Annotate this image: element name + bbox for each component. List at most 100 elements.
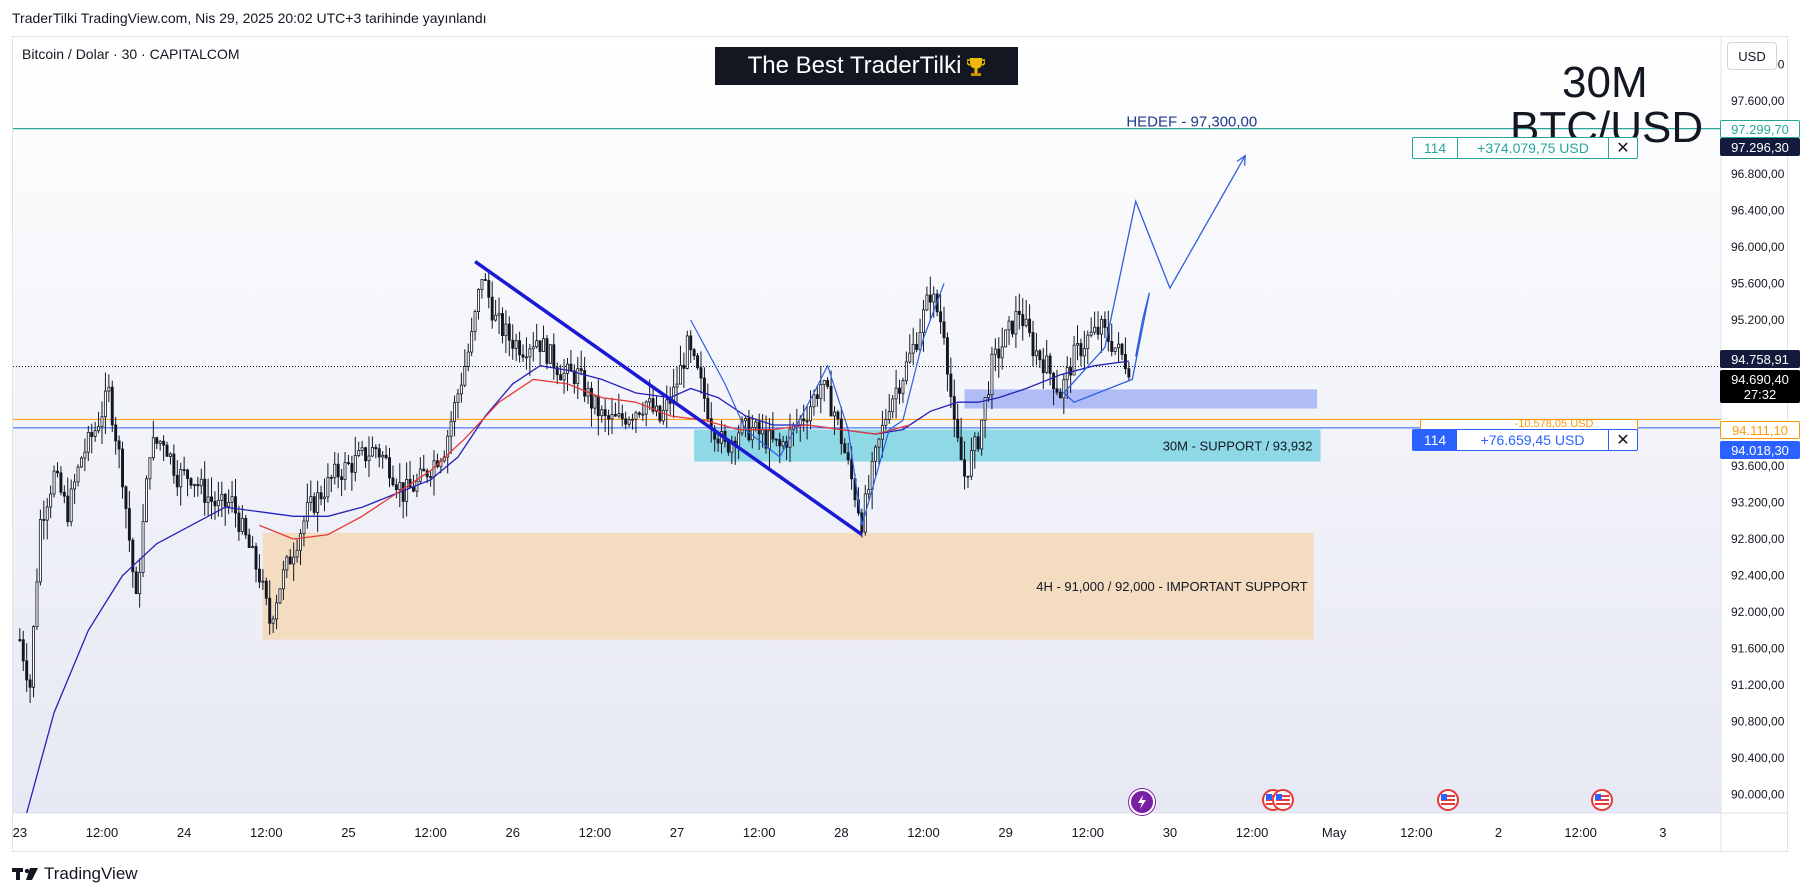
candle-down [189, 478, 193, 486]
candle-down [826, 380, 830, 387]
y-tick-label: 92.000,00 [1731, 605, 1785, 619]
ma-blue-line [26, 360, 1129, 814]
candle-down [839, 418, 843, 445]
symbol-legend[interactable]: Bitcoin / Dolar · 30 · CAPITALCOM [22, 46, 240, 62]
candle-up [323, 496, 326, 500]
candle-down [412, 486, 415, 492]
candle-up [168, 453, 172, 457]
candle-up [316, 492, 320, 513]
close-icon[interactable]: ✕ [1608, 138, 1637, 158]
candle-up [73, 481, 77, 490]
candle-down [165, 444, 169, 457]
candle-down [829, 385, 833, 417]
candle-up [271, 618, 275, 624]
candle-up [891, 398, 895, 413]
price-tag-high: 94.758,91 [1720, 350, 1800, 368]
candle-down [247, 534, 251, 548]
position-target[interactable]: 114 +374.079,75 USD ✕ [1412, 137, 1638, 159]
x-tick-label: 12:00 [579, 825, 612, 840]
target-label: HEDEF - 97,300,00 [1126, 114, 1257, 131]
tradingview-footer[interactable]: TradingView [12, 864, 138, 884]
candle-down [538, 340, 542, 352]
candle-down [1103, 319, 1107, 328]
currency-button[interactable]: USD [1727, 42, 1777, 70]
candle-down [966, 475, 970, 478]
timeframe-watermark: 30M [1562, 58, 1648, 107]
candle-up [100, 416, 104, 428]
candle-down [696, 355, 700, 369]
candle-up [285, 556, 289, 571]
candle-up [1004, 329, 1008, 348]
x-tick-label: 30 [1163, 825, 1177, 840]
candle-down [90, 432, 94, 437]
x-tick-label: 23 [13, 825, 27, 840]
y-tick-label: 97.600,00 [1731, 94, 1785, 108]
candle-down [637, 412, 641, 415]
candle-down [155, 437, 159, 444]
important-support-label: 4H - 91,000 / 92,000 - IMPORTANT SUPPORT [1036, 579, 1307, 594]
candle-down [28, 679, 32, 688]
candle-down [131, 539, 135, 573]
candle-up [261, 580, 265, 583]
candle-up [901, 380, 905, 394]
projection-path [1062, 155, 1246, 403]
position-pnl: +76.659,45 USD [1480, 432, 1585, 448]
candle-down [805, 420, 809, 423]
candle-up [781, 441, 785, 447]
candle-down [692, 349, 696, 357]
candle-down [237, 512, 241, 532]
candle-up [990, 353, 994, 396]
candle-up [38, 519, 42, 583]
candle-down [952, 396, 956, 420]
x-tick-label: 24 [177, 825, 191, 840]
us-flag-event-icon[interactable] [1272, 789, 1294, 811]
candle-down [172, 453, 176, 476]
candle-down [997, 348, 1001, 359]
candle-down [62, 491, 66, 497]
candle-up [370, 446, 374, 457]
candle-up [453, 402, 457, 422]
candle-up [305, 502, 309, 522]
candle-up [648, 398, 652, 403]
candle-down [603, 409, 607, 416]
candle-up [980, 419, 984, 450]
us-flag-event-icon[interactable] [1437, 789, 1459, 811]
candle-up [644, 401, 648, 415]
candle-up [69, 488, 73, 523]
candle-down [1021, 314, 1025, 327]
us-flag-event-icon[interactable] [1591, 789, 1613, 811]
candle-up [367, 455, 371, 462]
candle-down [552, 344, 556, 368]
position-qty: 114 [1413, 138, 1458, 158]
y-tick-label: 90.000,00 [1731, 788, 1785, 802]
candle-up [761, 429, 765, 435]
candle-down [391, 477, 395, 486]
position-blue[interactable]: 114 +76.659,45 USD ✕ [1412, 429, 1638, 451]
candle-down [1096, 326, 1100, 335]
candle-up [1034, 350, 1038, 357]
candle-down [350, 463, 354, 473]
important-support-zone [262, 532, 1314, 640]
candle-down [1120, 343, 1124, 355]
candle-up [812, 394, 816, 408]
candle-up [767, 430, 771, 449]
x-tick-label: 12:00 [1236, 825, 1269, 840]
x-tick-label: 28 [834, 825, 848, 840]
candle-down [757, 421, 761, 435]
candle-up [281, 569, 285, 590]
candle-down [134, 571, 138, 595]
brand-banner-text: The Best TraderTilki [747, 52, 962, 79]
candle-up [32, 626, 35, 688]
candle-down [1017, 310, 1021, 315]
candle-up [531, 346, 535, 350]
candle-down [264, 580, 268, 599]
lightning-event-icon[interactable] [1129, 789, 1155, 815]
candle-up [655, 405, 658, 412]
close-icon[interactable]: ✕ [1608, 430, 1637, 450]
candle-up [562, 372, 566, 381]
candle-up [278, 588, 282, 604]
candle-up [216, 499, 220, 507]
candle-down [196, 484, 200, 487]
candle-down [127, 508, 131, 541]
candle-down [658, 405, 662, 422]
